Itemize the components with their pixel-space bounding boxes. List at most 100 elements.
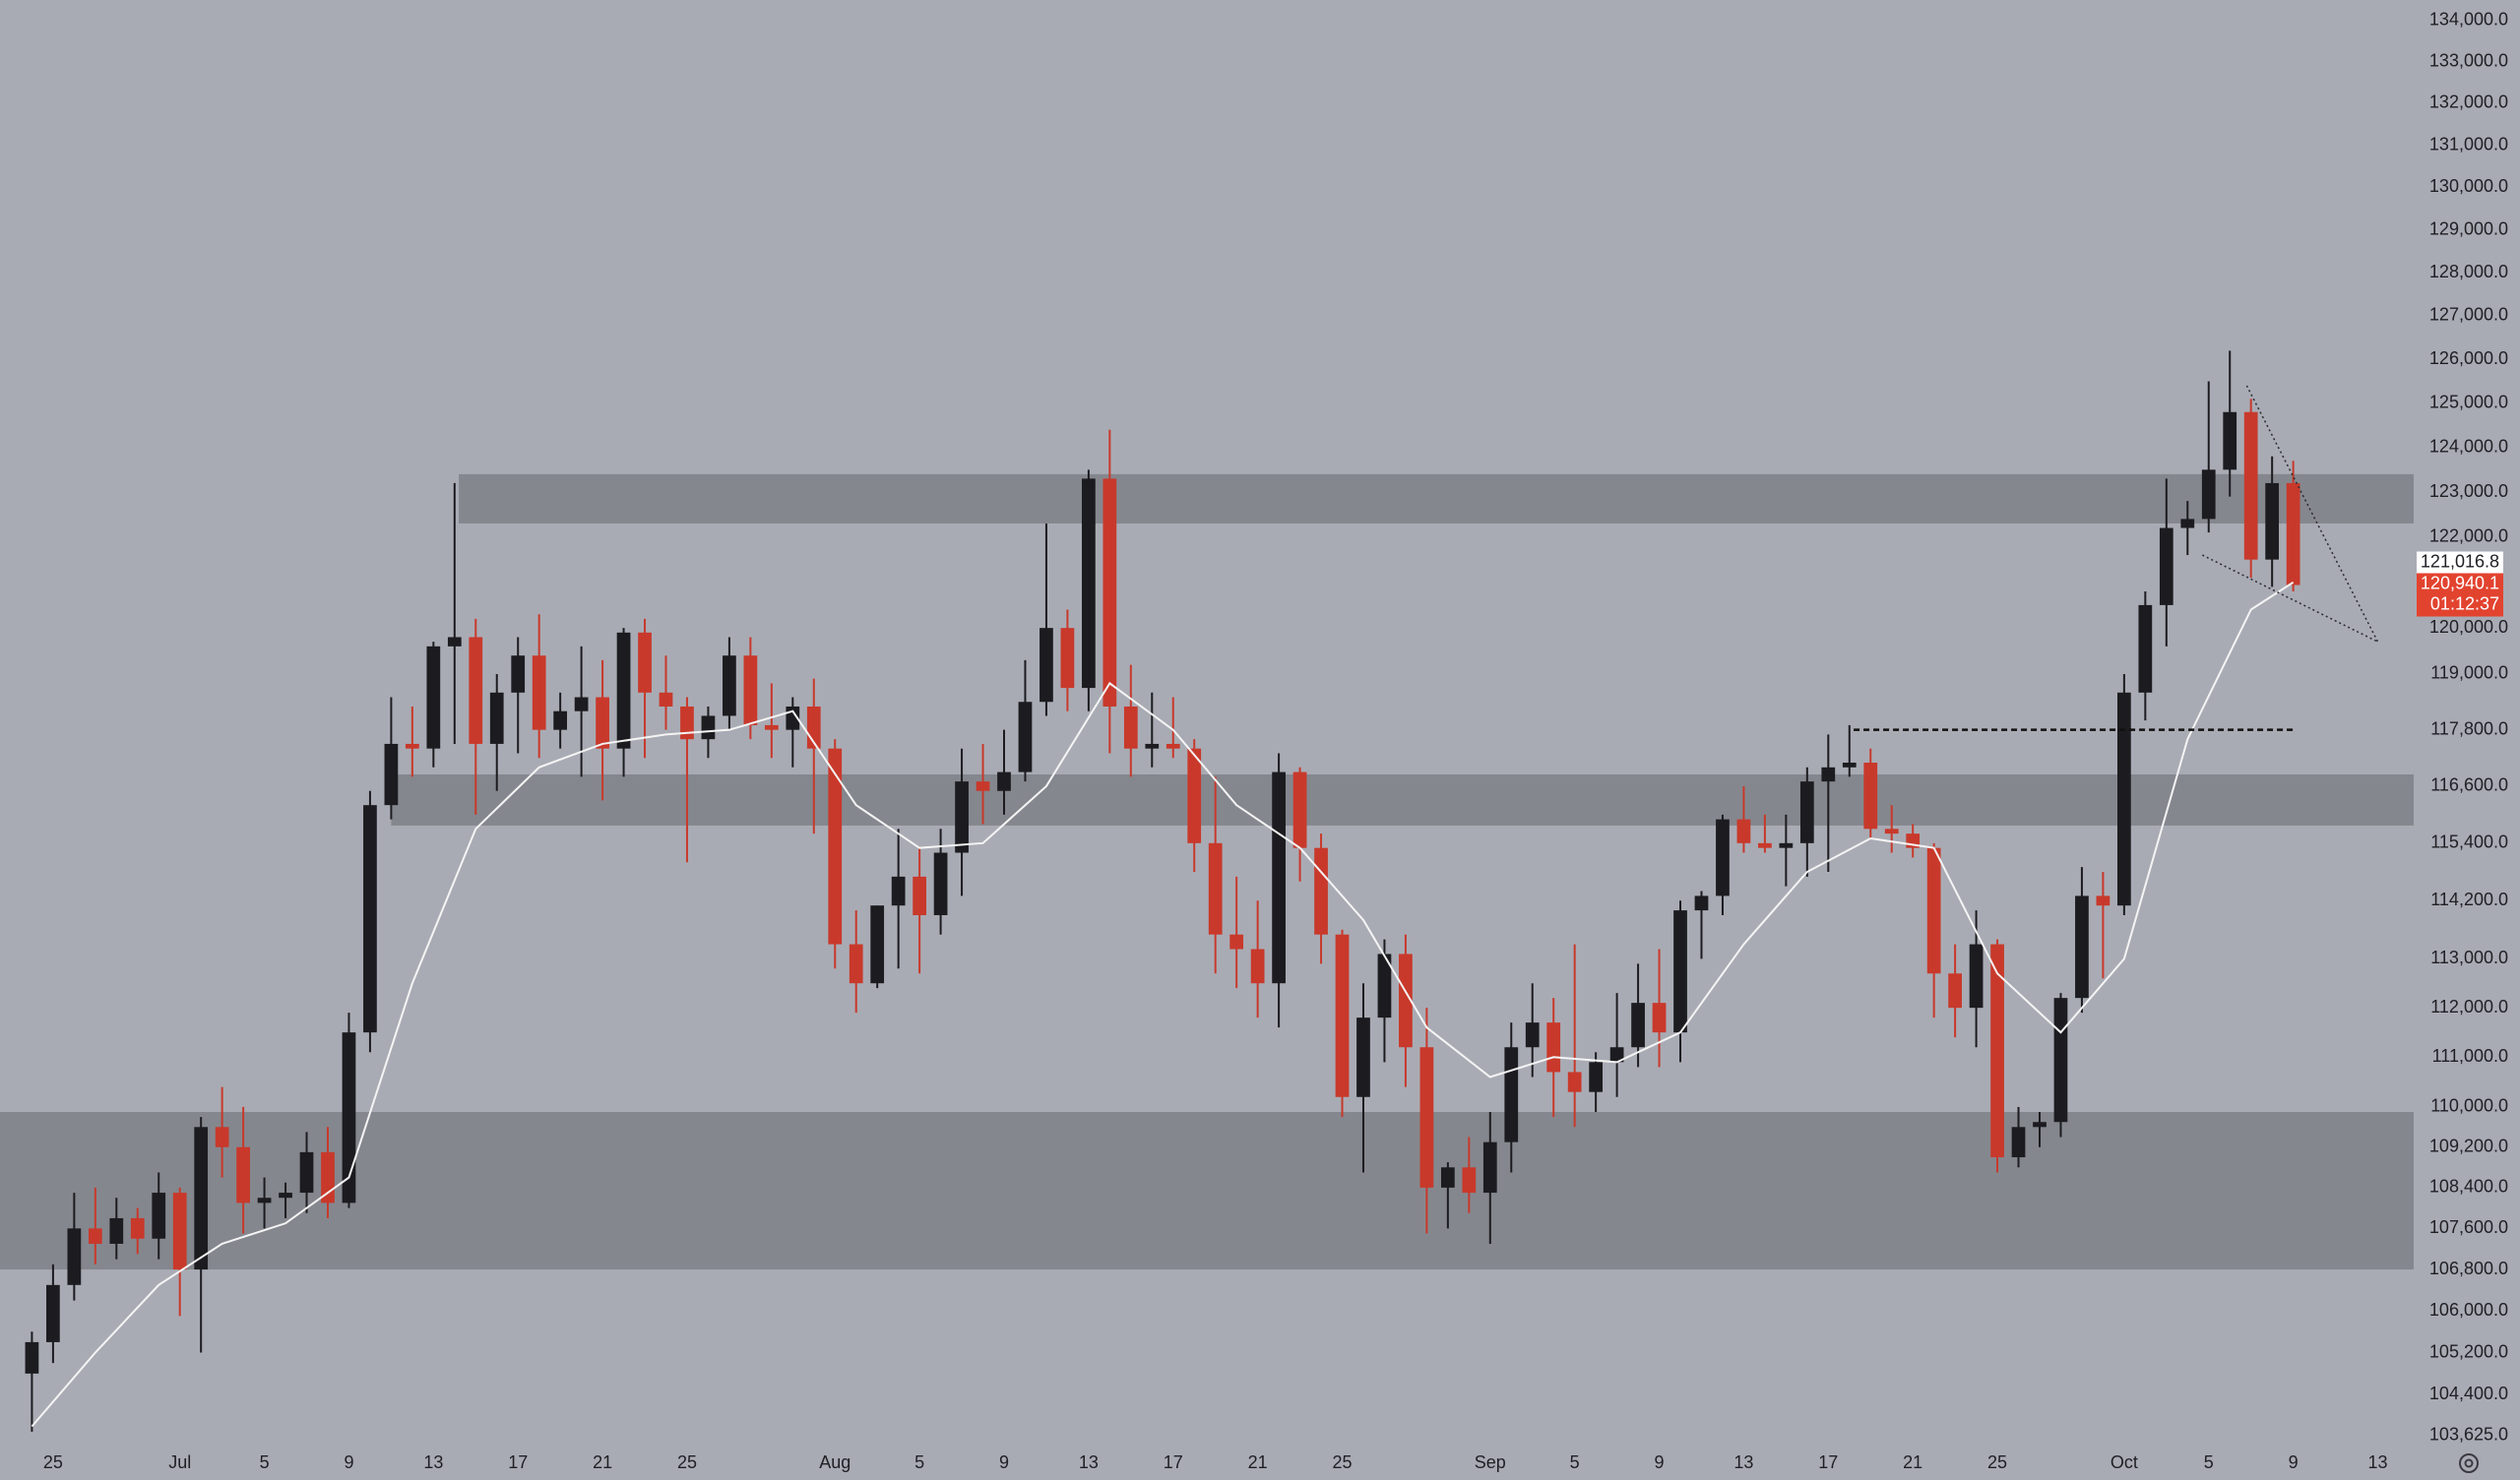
- candle-body: [1948, 973, 1962, 1009]
- candle-body: [88, 1228, 102, 1244]
- x-tick-label: 9: [344, 1452, 353, 1472]
- candle-body: [236, 1146, 250, 1203]
- candle-body: [1673, 910, 1687, 1033]
- candle-body: [299, 1151, 314, 1194]
- x-tick-label: Jul: [168, 1452, 191, 1472]
- x-tick-label: 13: [1079, 1452, 1099, 1472]
- candle-body: [1399, 954, 1413, 1048]
- x-tick-label: Sep: [1475, 1452, 1506, 1472]
- y-tick-label: 129,000.0: [2429, 218, 2508, 238]
- y-tick-label: 112,000.0: [2430, 997, 2508, 1017]
- candle-body: [67, 1228, 82, 1285]
- candle-body: [1716, 819, 1730, 896]
- candle-body: [2138, 604, 2153, 693]
- y-tick-label: 105,200.0: [2429, 1341, 2508, 1361]
- y-tick-label: 122,000.0: [2429, 525, 2508, 545]
- candle-body: [405, 743, 419, 749]
- candle-body: [447, 637, 462, 647]
- x-tick-label: 21: [1248, 1452, 1268, 1472]
- candle-body: [1356, 1018, 1370, 1097]
- candle-body: [194, 1127, 209, 1270]
- y-tick-label: 106,800.0: [2429, 1259, 2508, 1278]
- y-tick-label: 126,000.0: [2429, 348, 2508, 368]
- candle-body: [279, 1193, 292, 1199]
- y-tick-label: 131,000.0: [2429, 134, 2508, 154]
- candle-body: [1842, 763, 1857, 768]
- y-tick-label: 132,000.0: [2429, 92, 2508, 112]
- gear-inner: [2464, 1458, 2474, 1468]
- y-tick-label: 107,600.0: [2429, 1217, 2508, 1237]
- y-tick-label: 103,625.0: [2429, 1425, 2508, 1445]
- candle-body: [46, 1284, 60, 1342]
- x-tick-label: 13: [2367, 1452, 2387, 1472]
- candle-body: [1990, 944, 2004, 1158]
- candle-body: [2117, 692, 2131, 906]
- candle-body: [1969, 944, 1984, 1009]
- x-tick-label: 5: [260, 1452, 270, 1472]
- candle-body: [870, 905, 885, 984]
- candle-body: [2180, 519, 2195, 528]
- candle-body: [997, 771, 1011, 791]
- candle-body: [2096, 895, 2110, 906]
- y-tick-label: 127,000.0: [2429, 305, 2508, 325]
- trendline: [2201, 554, 2378, 643]
- settings-icon[interactable]: [2459, 1453, 2479, 1473]
- x-tick-label: 21: [593, 1452, 612, 1472]
- trendline: [2245, 385, 2379, 643]
- candle-body: [1208, 842, 1223, 935]
- y-tick-label: 115,400.0: [2430, 832, 2508, 852]
- candle-body: [2265, 482, 2280, 560]
- candle-body: [152, 1193, 166, 1239]
- candle-body: [1609, 1047, 1624, 1063]
- candle-body: [891, 876, 906, 906]
- candle-body: [933, 852, 948, 916]
- ref-price-label: 121,016.8: [2421, 551, 2499, 571]
- candle-body: [638, 632, 652, 693]
- candle-body: [659, 692, 673, 707]
- candle-body: [2075, 895, 2089, 999]
- candle-body: [616, 632, 631, 749]
- candle-body: [596, 697, 609, 749]
- x-tick-label: 9: [1655, 1452, 1665, 1472]
- candle-body: [2033, 1122, 2047, 1128]
- zone: [391, 773, 2415, 826]
- x-tick-label: 21: [1903, 1452, 1922, 1472]
- candle-body: [1314, 847, 1328, 935]
- candle-body: [1082, 478, 1096, 689]
- candle-body: [1567, 1072, 1582, 1092]
- x-tick-label: 5: [914, 1452, 924, 1472]
- x-tick-label: Aug: [819, 1452, 850, 1472]
- candle-body: [1736, 819, 1751, 843]
- candle-body: [1060, 628, 1075, 689]
- candle-body: [1102, 478, 1117, 707]
- candle-body: [1335, 934, 1350, 1097]
- candle-body: [1652, 1003, 1667, 1033]
- ref-price-box: [2417, 551, 2503, 574]
- y-tick-label: 114,200.0: [2430, 890, 2508, 909]
- candle-body: [1694, 895, 1709, 911]
- y-tick-label: 111,000.0: [2432, 1046, 2508, 1066]
- y-tick-label: 133,000.0: [2429, 50, 2508, 70]
- price-axis: 134,000.0 133,000.0 132,000.0 131,000.0 130,…: [2417, 10, 2508, 1445]
- x-tick-label: 25: [1987, 1452, 2007, 1472]
- candle-body: [2201, 469, 2216, 520]
- candle-body: [532, 655, 546, 730]
- candle-body: [743, 655, 758, 725]
- candle-body: [1821, 767, 1836, 782]
- x-tick-label: 17: [1164, 1452, 1183, 1472]
- candle-body: [849, 944, 863, 984]
- moving-average: [31, 581, 2295, 1428]
- y-tick-label: 125,000.0: [2429, 393, 2508, 412]
- x-tick-label: 9: [2289, 1452, 2299, 1472]
- candle-body: [511, 655, 526, 693]
- y-tick-label: 134,000.0: [2429, 10, 2508, 30]
- candle-body: [1631, 1003, 1645, 1048]
- candle-body: [109, 1217, 124, 1244]
- last-price-box: [2417, 573, 2503, 617]
- candle-body: [426, 646, 441, 749]
- x-tick-label: 25: [1332, 1452, 1352, 1472]
- candle-body: [489, 692, 504, 744]
- y-tick-label: 124,000.0: [2429, 436, 2508, 456]
